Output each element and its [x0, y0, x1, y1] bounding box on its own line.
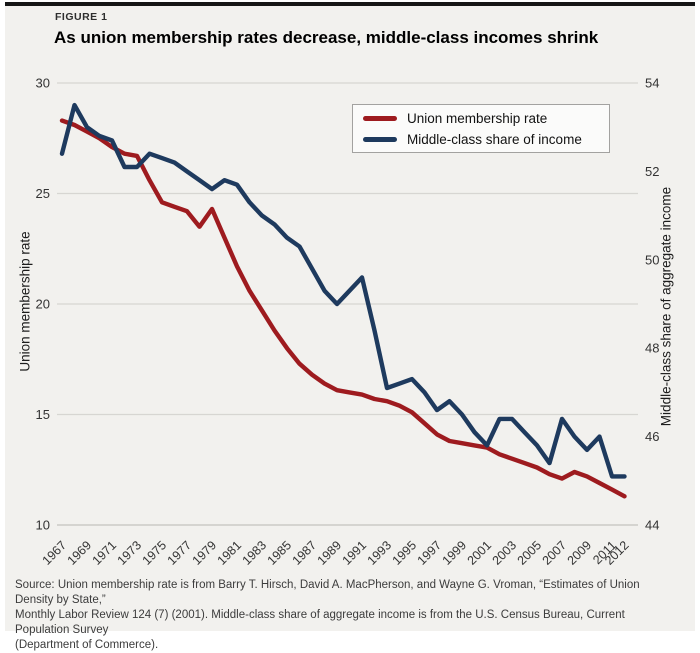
y-right-tick-label: 48 — [645, 341, 659, 356]
union-membership-line — [59, 118, 627, 499]
legend-label: Middle-class share of income — [407, 131, 582, 147]
y-right-tick-label: 54 — [645, 76, 659, 91]
x-tick-label: 1993 — [365, 538, 395, 568]
legend-label: Union membership rate — [407, 110, 548, 126]
x-tick-label: 1995 — [390, 538, 420, 568]
x-tick-label: 1979 — [190, 538, 220, 568]
y-left-tick-label: 25 — [36, 186, 50, 201]
x-tick-label: 1967 — [40, 538, 70, 568]
middle-class-income-line — [59, 102, 627, 479]
source-note: Source: Union membership rate is from Ba… — [15, 578, 680, 653]
x-tick-label: 1997 — [415, 538, 445, 568]
x-tick-label: 1975 — [140, 538, 170, 568]
x-tick-label: 2005 — [515, 538, 545, 568]
source-note-line: (Department of Commerce). — [15, 639, 159, 651]
x-tick-label: 1971 — [90, 538, 120, 568]
x-tick-label: 1991 — [340, 538, 370, 568]
x-tick-label: 1973 — [115, 538, 145, 568]
y-right-tick-label: 46 — [645, 429, 659, 444]
y-left-tick-label: 15 — [36, 407, 50, 422]
x-tick-label: 2007 — [540, 538, 570, 568]
y-right-tick-label: 52 — [645, 164, 659, 179]
y-left-tick-label: 10 — [36, 518, 50, 533]
figure-title: As union membership rates decrease, midd… — [54, 28, 599, 47]
x-tick-label: 1977 — [165, 538, 195, 568]
x-tick-label: 1981 — [215, 538, 245, 568]
x-tick-label: 2009 — [565, 538, 595, 568]
top-accent-bar — [5, 2, 695, 6]
x-tick-label: 1987 — [290, 538, 320, 568]
source-note-line: Monthly Labor Review 124 (7) (2001). Mid… — [15, 609, 625, 636]
income-line-swatch — [363, 136, 397, 142]
x-tick-label: 1983 — [240, 538, 270, 568]
figure-kicker: FIGURE 1 — [55, 11, 108, 23]
union-line-swatch — [363, 115, 397, 121]
legend-item: Middle-class share of income — [363, 130, 599, 148]
y-right-tick-label: 44 — [645, 518, 659, 533]
y-left-tick-label: 20 — [36, 297, 50, 312]
y-right-tick-label: 50 — [645, 252, 659, 267]
legend-item: Union membership rate — [363, 109, 599, 127]
x-tick-label: 1999 — [440, 538, 470, 568]
legend: Union membership rate Middle-class share… — [352, 104, 610, 153]
y-left-tick-label: 30 — [36, 76, 50, 91]
y-axis-left-label: Union membership rate — [17, 231, 33, 372]
x-tick-label: 1969 — [65, 538, 95, 568]
x-tick-label: 2003 — [490, 538, 520, 568]
x-tick-label: 2001 — [465, 538, 495, 568]
y-axis-right-label: Middle-class share of aggregate income — [658, 186, 674, 427]
source-note-line: Source: Union membership rate is from Ba… — [15, 579, 640, 606]
x-tick-label: 1985 — [265, 538, 295, 568]
x-tick-label: 1989 — [315, 538, 345, 568]
